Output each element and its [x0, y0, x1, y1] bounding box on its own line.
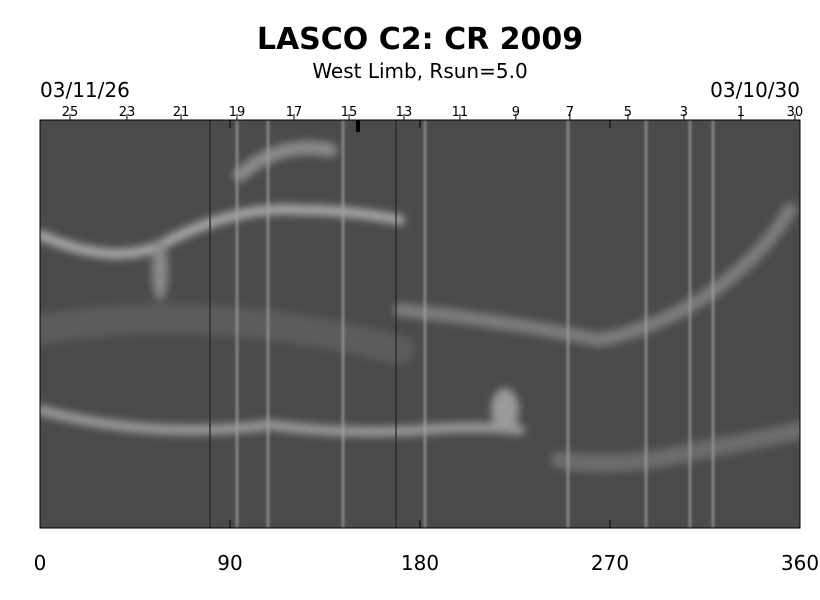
x-tick-label: 90 — [217, 551, 242, 575]
chart-subtitle: West Limb, Rsun=5.0 — [312, 59, 527, 83]
top-tick-label: 19 — [229, 105, 246, 120]
top-tick-label: 13 — [396, 105, 413, 120]
top-tick-label: 7 — [566, 105, 574, 120]
top-tick-label: 30 — [787, 105, 804, 120]
chart-title: LASCO C2: CR 2009 — [257, 22, 583, 57]
map-image — [40, 120, 800, 528]
start-date: 03/11/26 — [40, 78, 130, 102]
top-tick-label: 21 — [173, 105, 190, 120]
top-tick-label: 23 — [119, 105, 136, 120]
top-tick-label: 17 — [286, 105, 303, 120]
top-tick-label: 1 — [737, 105, 745, 120]
top-tick-label: 25 — [62, 105, 79, 120]
top-tick-label: 3 — [680, 105, 688, 120]
x-tick-label: 360 — [781, 551, 819, 575]
x-tick-label: 0 — [34, 551, 47, 575]
top-tick-label: 15 — [341, 105, 358, 120]
top-tick-label: 9 — [512, 105, 520, 120]
end-date: 03/10/30 — [710, 78, 800, 102]
data-gap-marker — [356, 120, 360, 132]
top-tick-label: 5 — [624, 105, 632, 120]
x-tick-label: 180 — [401, 551, 439, 575]
x-tick-label: 270 — [591, 551, 629, 575]
top-tick-label: 11 — [452, 105, 469, 120]
